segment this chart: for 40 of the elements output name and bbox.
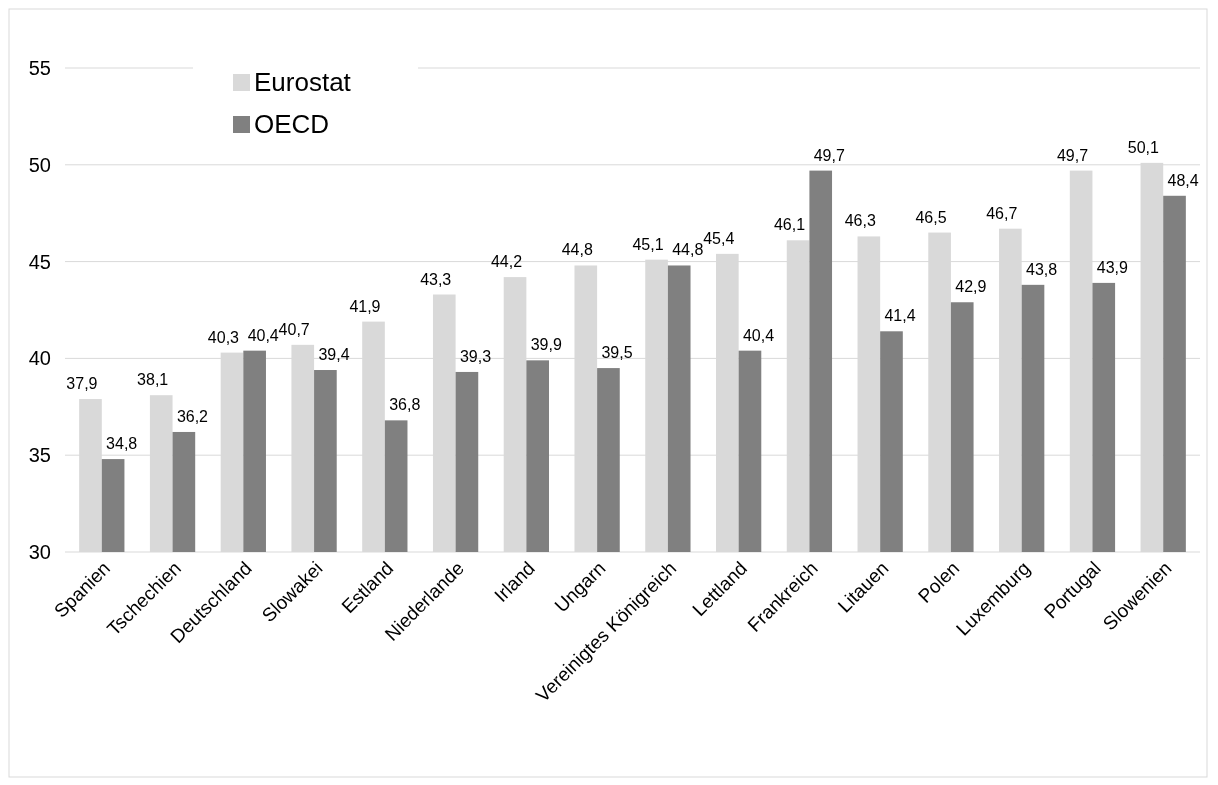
data-label: 44,2 [490,253,523,271]
data-label: 40,7 [278,320,310,338]
data-label: 41,9 [349,297,381,315]
data-label: 38,1 [137,371,169,389]
data-label: 45,1 [632,235,664,253]
y-tick-label: 40 [28,347,51,370]
data-label: 49,7 [1056,146,1089,164]
data-label: 39,3 [459,347,492,365]
data-label: 43,8 [1026,260,1058,278]
data-label: 34,8 [106,435,138,453]
data-label: 39,5 [601,344,633,362]
data-label: 39,9 [530,336,562,354]
y-tick-label: 30 [28,541,51,563]
data-label: 42,9 [955,278,987,296]
y-tick-label: 50 [28,153,51,176]
data-label: 43,3 [420,270,452,288]
data-label: 49,7 [813,146,845,164]
data-label: 50,1 [1127,138,1159,156]
data-label: 40,4 [742,326,775,344]
data-label: 46,5 [915,208,947,226]
data-label: 46,1 [773,216,806,234]
data-label: 46,7 [986,204,1018,222]
y-tick-label: 45 [28,250,51,273]
data-label: 40,3 [207,328,240,346]
data-label: 43,9 [1096,258,1129,276]
data-label: 40,4 [247,326,279,344]
data-label: 39,4 [318,346,350,364]
y-tick-label: 55 [28,57,51,79]
data-label: 37,9 [66,375,98,393]
data-label: 41,4 [884,307,916,325]
legend-label: OECD [254,109,330,139]
data-label: 44,8 [561,241,593,259]
legend-label: Eurostat [254,67,352,97]
data-label: 46,3 [844,212,876,230]
data-label: 44,8 [672,241,704,259]
data-label: 45,4 [703,229,735,247]
y-tick-label: 35 [28,444,51,467]
data-label: 36,8 [389,396,421,414]
data-label: 48,4 [1167,171,1199,189]
data-label: 36,2 [176,407,209,425]
